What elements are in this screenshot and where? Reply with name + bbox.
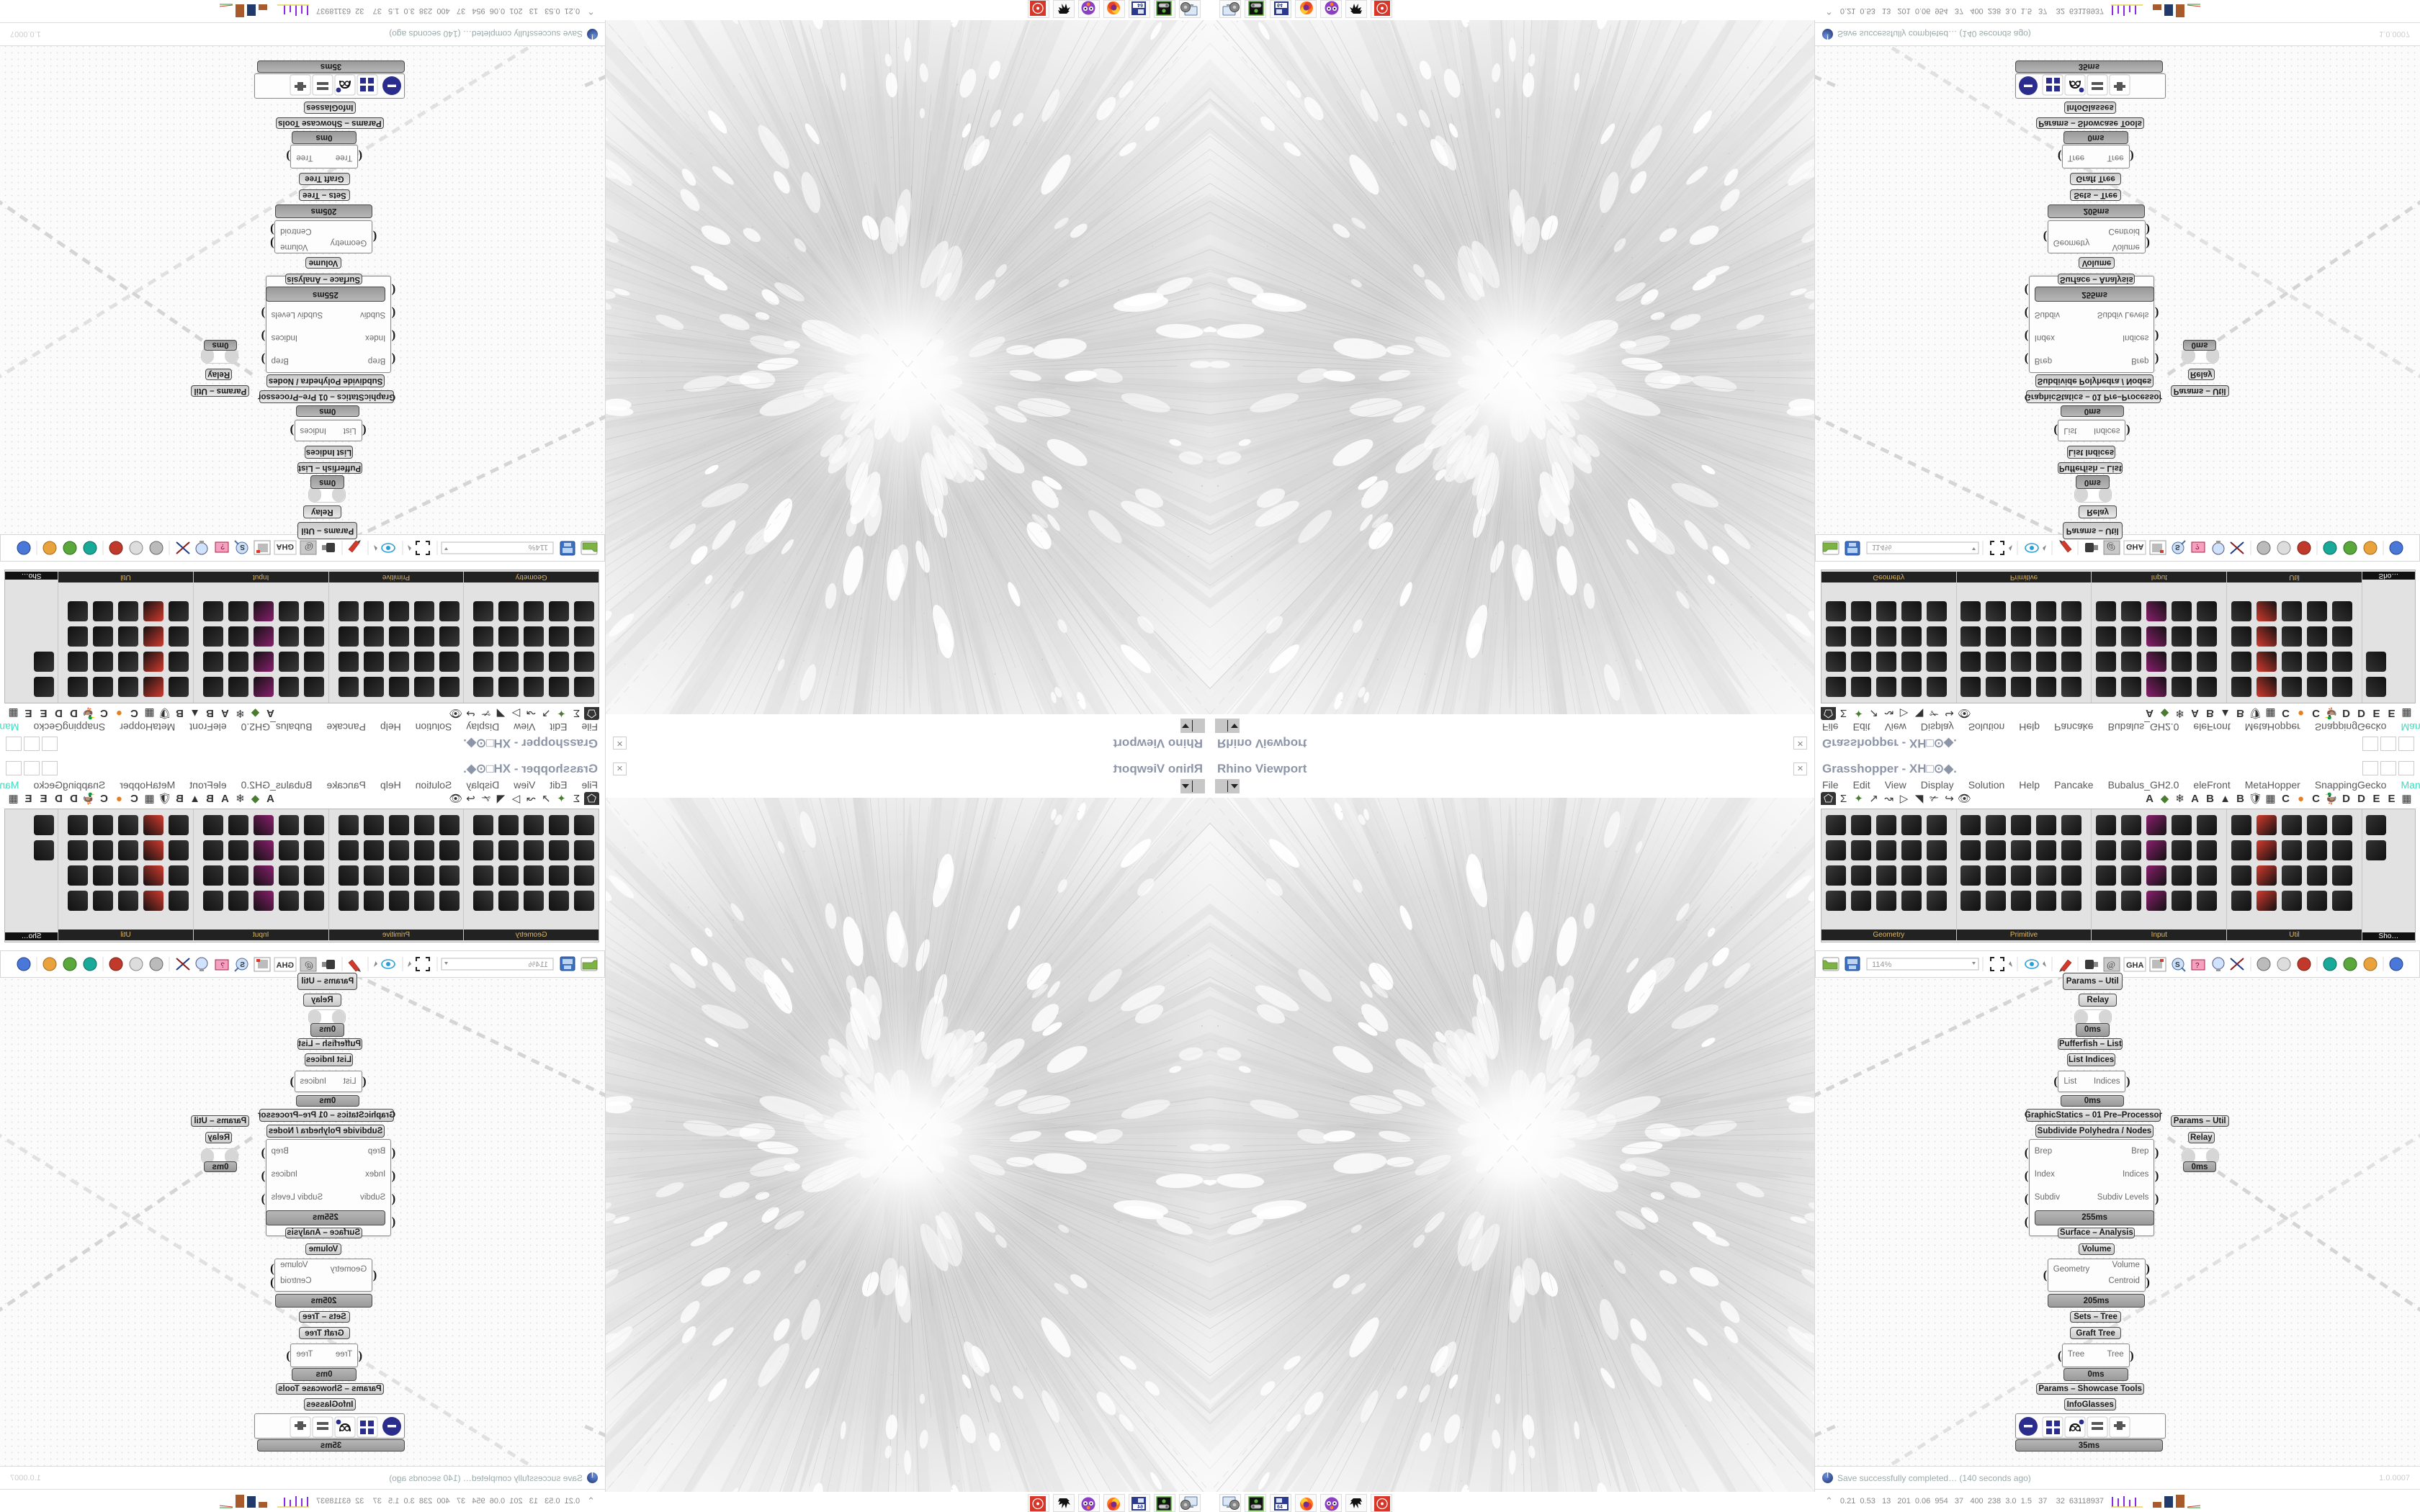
svg-text:64: 64 xyxy=(1277,2,1283,7)
svg-text:114%: 114% xyxy=(528,543,548,552)
svg-text:?: ? xyxy=(2195,962,2200,970)
svg-text:S: S xyxy=(240,543,245,551)
svg-text:@: @ xyxy=(2107,959,2115,970)
svg-text:?: ? xyxy=(220,962,225,970)
svg-text:114%: 114% xyxy=(1872,543,1892,552)
svg-text:114%: 114% xyxy=(528,960,548,969)
svg-text:114%: 114% xyxy=(1872,960,1892,969)
svg-text:@: @ xyxy=(2107,542,2115,553)
svg-text:?: ? xyxy=(2195,542,2200,550)
svg-text:?: ? xyxy=(220,542,225,550)
svg-text:S: S xyxy=(240,961,245,969)
svg-text:64: 64 xyxy=(1137,1505,1143,1510)
svg-text:GHA: GHA xyxy=(2126,542,2144,551)
svg-text:GHA: GHA xyxy=(2126,961,2144,970)
svg-text:GHA: GHA xyxy=(277,961,295,970)
svg-text:@: @ xyxy=(305,542,313,553)
svg-text:S: S xyxy=(2175,961,2180,969)
svg-text:64: 64 xyxy=(1277,1505,1283,1510)
svg-text:@: @ xyxy=(305,959,313,970)
svg-text:GHA: GHA xyxy=(277,542,295,551)
svg-text:64: 64 xyxy=(1137,2,1143,7)
svg-text:S: S xyxy=(2175,543,2180,551)
